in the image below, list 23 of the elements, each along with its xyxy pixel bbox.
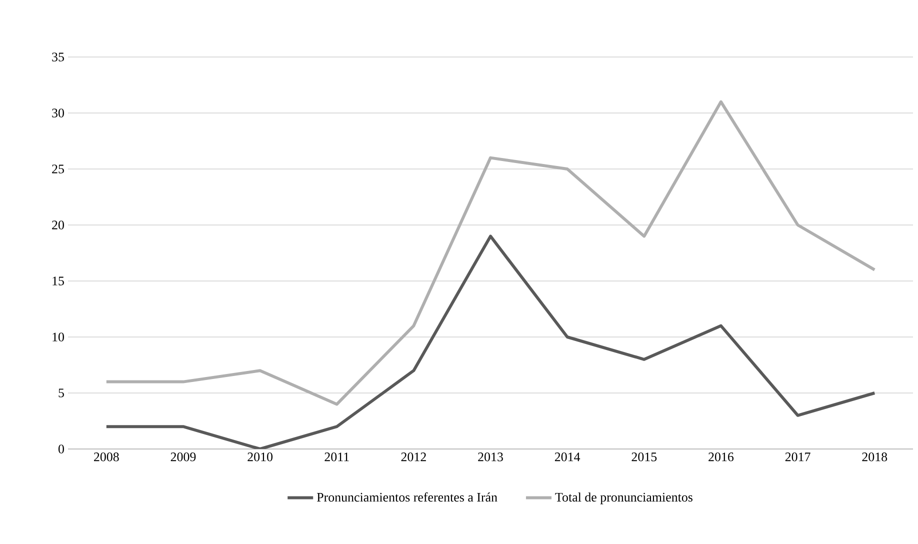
x-tick-label: 2018 [862,452,888,462]
x-tick-label: 2016 [708,452,734,462]
y-tick-label: 25 [52,164,64,174]
y-tick-label: 35 [52,52,64,62]
y-tick-label: 10 [52,332,64,342]
x-tick-label: 2008 [94,452,119,462]
y-tick-label: 0 [58,444,64,454]
y-tick-label: 5 [58,388,64,398]
y-tick-label: 15 [52,276,64,286]
x-tick-label: 2017 [785,452,810,462]
x-tick-label: 2012 [401,452,426,462]
x-tick-label: 2013 [478,452,503,462]
legend-label: Total de pronunciamientos [555,492,692,504]
line-series [104,100,876,406]
x-tick-label: 2009 [170,452,196,462]
x-tick-label: 2015 [632,452,657,462]
legend-label: Pronunciamientos referentes a Irán [316,492,498,502]
line-series [104,234,876,449]
y-tick-label: 20 [52,220,64,230]
y-tick-label: 30 [52,108,64,118]
x-tick-label: 2014 [554,452,580,462]
x-tick-label: 2010 [248,452,273,462]
x-tick-label: 2011 [324,452,349,462]
